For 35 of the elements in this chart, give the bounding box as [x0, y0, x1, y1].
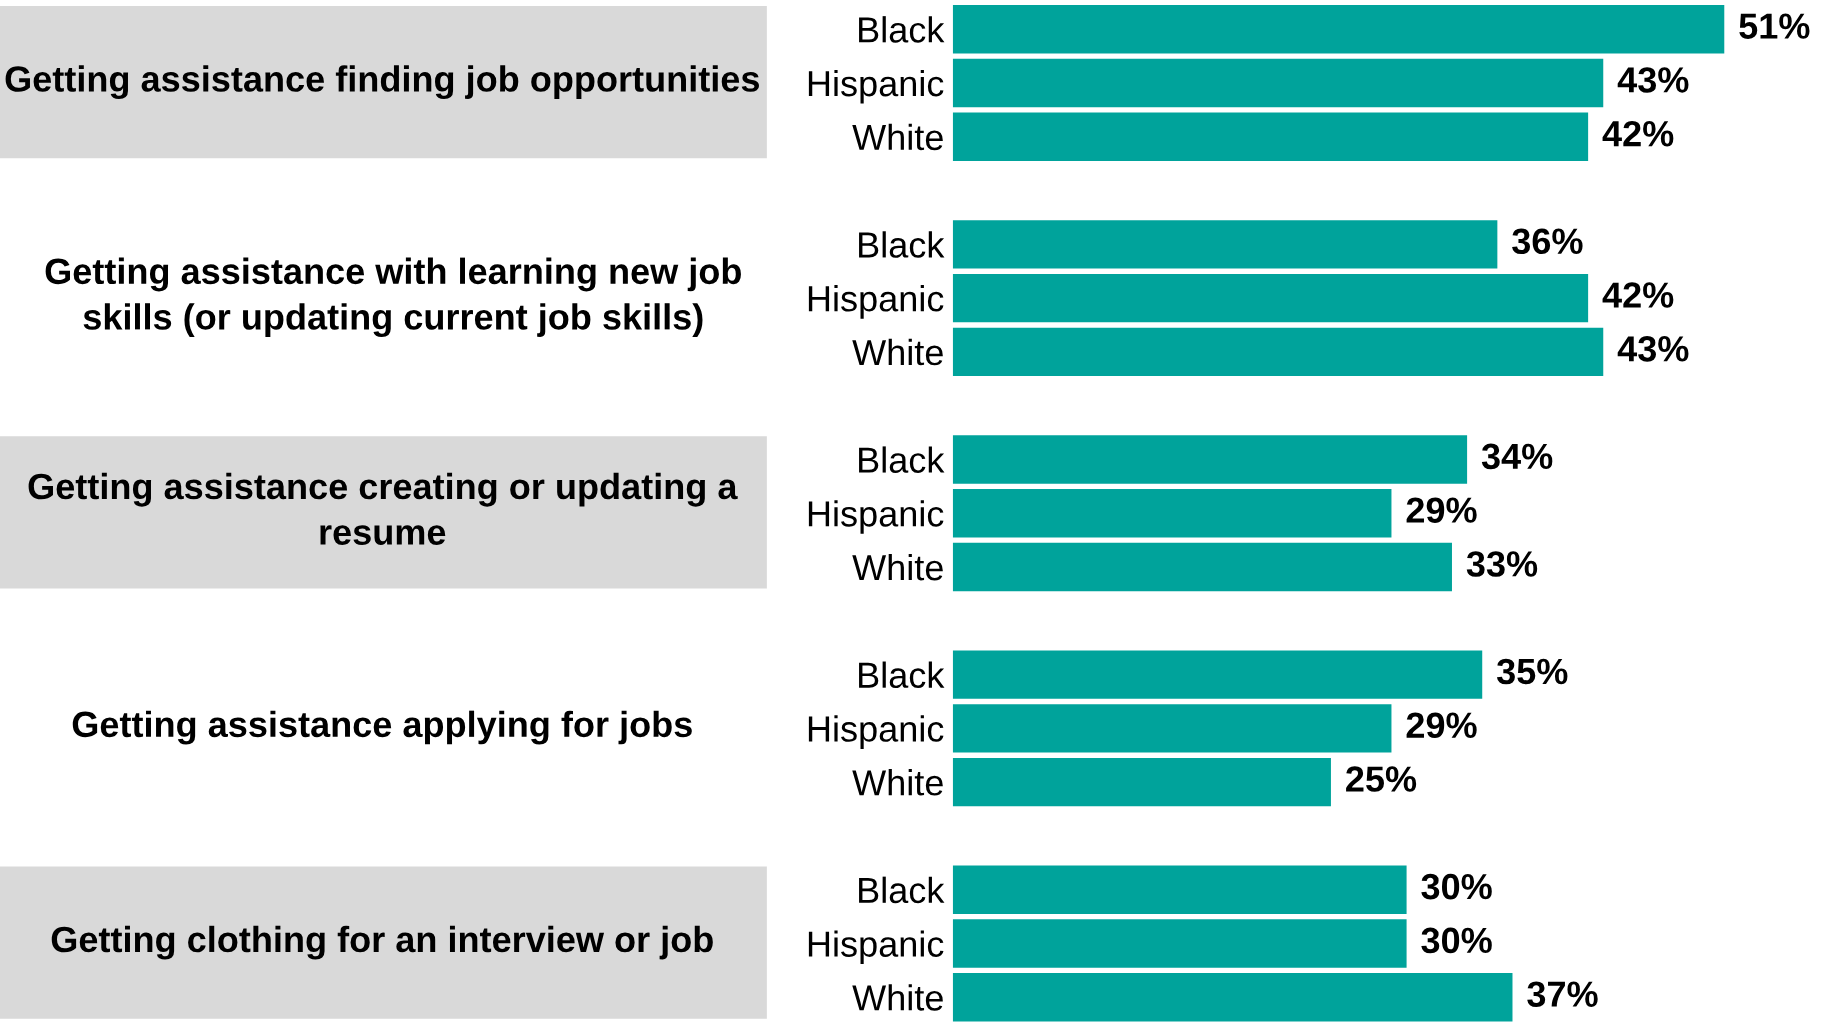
y-tick-label: White	[852, 553, 943, 581]
y-tick-label: White	[852, 984, 943, 1011]
y-tick-label: Black	[859, 661, 945, 689]
text: Getting assistance with learning new job skills (or updating current job skills)	[45, 257, 741, 338]
y-tick-label: Black	[859, 16, 945, 43]
data-label: 25%	[1346, 766, 1417, 792]
data-label: 42%	[1602, 282, 1674, 308]
y-tick-label: Hispanic	[808, 715, 944, 749]
y-tick-label: Black	[859, 446, 945, 473]
y-tick-label: White	[852, 338, 943, 366]
data-label: 43%	[1617, 67, 1689, 93]
y-tick-label: Hispanic	[808, 500, 944, 534]
text: Getting assistance creating or updating a resume	[28, 472, 738, 545]
data-label: 42%	[1602, 120, 1674, 147]
data-label: 30%	[1421, 873, 1492, 900]
data-label: 43%	[1617, 336, 1689, 362]
data-label: 33%	[1466, 551, 1538, 577]
data-label: 29%	[1406, 497, 1477, 523]
y-tick-label: Hispanic	[808, 69, 944, 104]
data-label: 51%	[1739, 13, 1810, 39]
y-tick-label: Black	[859, 231, 945, 258]
text: Getting assistance finding job opportunities	[5, 65, 759, 100]
y-tick-label: Black	[859, 876, 945, 904]
data-label: 29%	[1406, 712, 1477, 739]
data-label: 36%	[1512, 228, 1583, 255]
text: Getting assistance applying for jobs	[72, 710, 692, 745]
data-label: 37%	[1527, 981, 1598, 1008]
y-tick-label: Hispanic	[808, 930, 944, 965]
data-label: 34%	[1481, 443, 1553, 470]
y-tick-label: Hispanic	[808, 285, 944, 319]
y-tick-label: White	[852, 123, 943, 151]
text: Getting clothing for an interview or job	[51, 925, 713, 960]
data-label: 35%	[1496, 658, 1568, 685]
y-tick-label: White	[852, 769, 943, 796]
data-label: 30%	[1421, 927, 1492, 954]
